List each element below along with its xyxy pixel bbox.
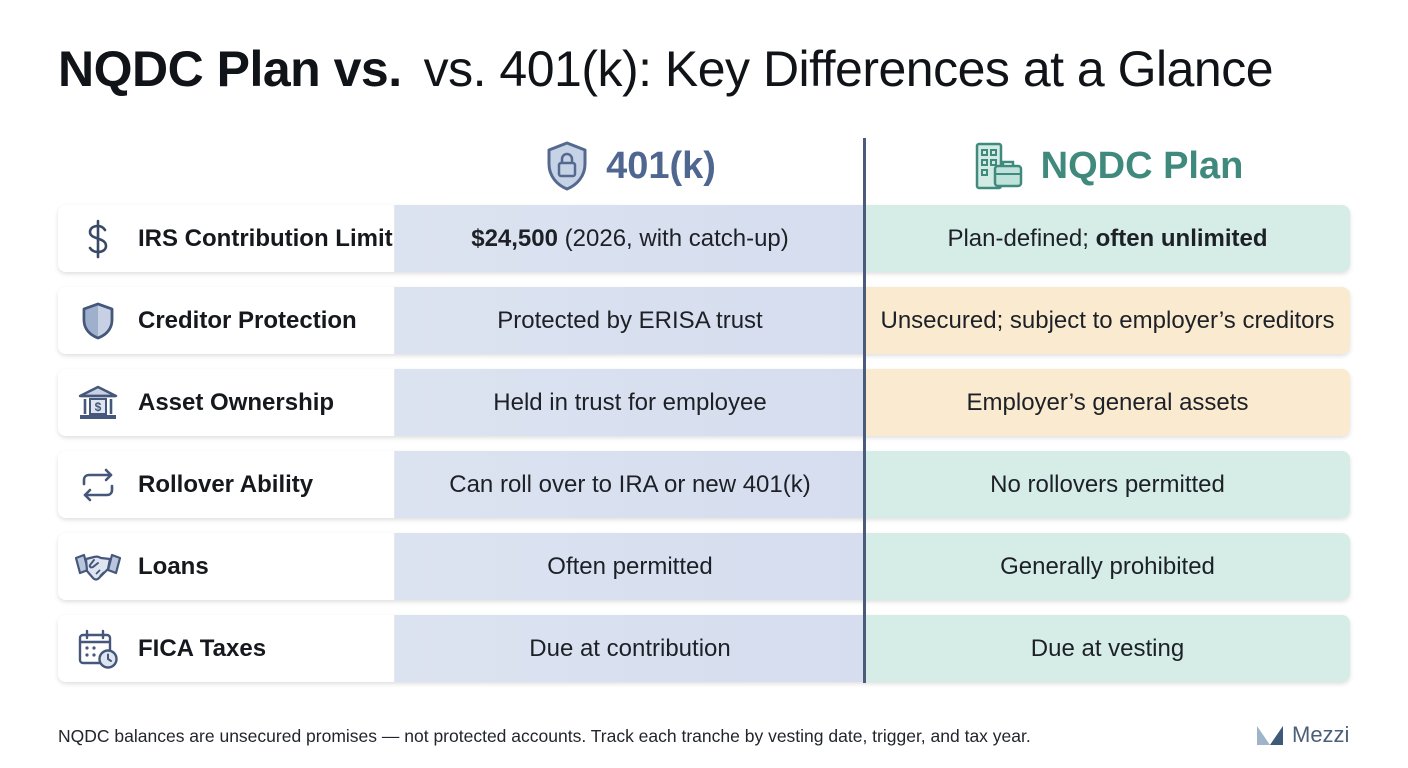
page-title: NQDC Plan vs. vs. 401(k): Key Differences… (58, 40, 1274, 98)
table-row: $ Asset Ownership Held in trust for empl… (58, 369, 1350, 436)
table-row: Creditor Protection Protected by ERISA t… (58, 287, 1350, 354)
row-label: FICA Taxes (138, 634, 267, 662)
cell-nqdc-value: Generally prohibited (865, 533, 1350, 600)
row-label-cell: Creditor Protection (58, 287, 395, 354)
building-briefcase-icon (975, 142, 1022, 190)
shield-lock-icon (547, 141, 587, 191)
cell-401k-value: Held in trust for employee (395, 369, 865, 436)
cell-401k-value: $24,500 (2026, with catch-up) (395, 205, 865, 272)
footer-note: NQDC balances are unsecured promises — n… (58, 726, 1031, 746)
cell-nqdc-value: Due at vesting (865, 615, 1350, 682)
cell-401k-value-rest: (2026, with catch-up) (557, 224, 789, 252)
row-label-cell: Rollover Ability (58, 451, 395, 518)
table-row: FICA Taxes Due at contribution Due at ve… (58, 615, 1350, 682)
row-label-cell: Loans (58, 533, 395, 600)
column-label-nqdc: NQDC Plan (1040, 144, 1244, 187)
column-divider (863, 138, 866, 683)
column-header-nqdc: NQDC Plan (866, 138, 1350, 194)
shield-icon (58, 287, 138, 354)
table-row: Rollover Ability Can roll over to IRA or… (58, 451, 1350, 518)
cell-401k-value: Protected by ERISA trust (395, 287, 865, 354)
row-label: Loans (138, 552, 209, 580)
row-label-cell: FICA Taxes (58, 615, 395, 682)
calendar-clock-icon (58, 615, 138, 682)
cell-nqdc-value: No rollovers permitted (865, 451, 1350, 518)
cell-nqdc-value-rest: Plan-defined; (947, 224, 1096, 252)
cell-401k-value-bold: $24,500 (471, 224, 558, 252)
svg-text:$: $ (95, 400, 102, 414)
table-row: Loans Often permitted Generally prohibit… (58, 533, 1350, 600)
refresh-arrows-icon (58, 451, 138, 518)
row-label-cell: $ Asset Ownership (58, 369, 395, 436)
column-label-401k: 401(k) (606, 144, 716, 187)
mezzi-logo-icon (1257, 726, 1283, 745)
cell-nqdc-value: Plan-defined; often unlimited (865, 205, 1350, 272)
cell-nqdc-value: Unsecured; subject to employer’s credito… (865, 287, 1350, 354)
row-label: Asset Ownership (138, 388, 335, 416)
row-label: Creditor Protection (138, 306, 357, 334)
handshake-icon (58, 533, 138, 600)
cell-nqdc-value-bold: often unlimited (1095, 224, 1268, 252)
row-label-cell: IRS Contribution Limit (58, 205, 395, 272)
title-bold-part: NQDC Plan vs. (58, 41, 402, 97)
brand-logo: Mezzi (1256, 722, 1349, 748)
cell-401k-value: Due at contribution (395, 615, 865, 682)
title-regular-part: vs. 401(k): Key Differences at a Glance (423, 41, 1274, 97)
row-label: IRS Contribution Limit (138, 224, 393, 252)
bank-icon: $ (58, 369, 138, 436)
brand-name: Mezzi (1292, 722, 1350, 747)
table-row: IRS Contribution Limit $24,500 (2026, wi… (58, 205, 1350, 272)
cell-401k-value: Often permitted (395, 533, 865, 600)
row-label: Rollover Ability (138, 470, 314, 498)
column-header-401k: 401(k) (396, 138, 864, 194)
cell-nqdc-value: Employer’s general assets (865, 369, 1350, 436)
cell-401k-value: Can roll over to IRA or new 401(k) (395, 451, 865, 518)
dollar-sign-icon (58, 205, 138, 272)
